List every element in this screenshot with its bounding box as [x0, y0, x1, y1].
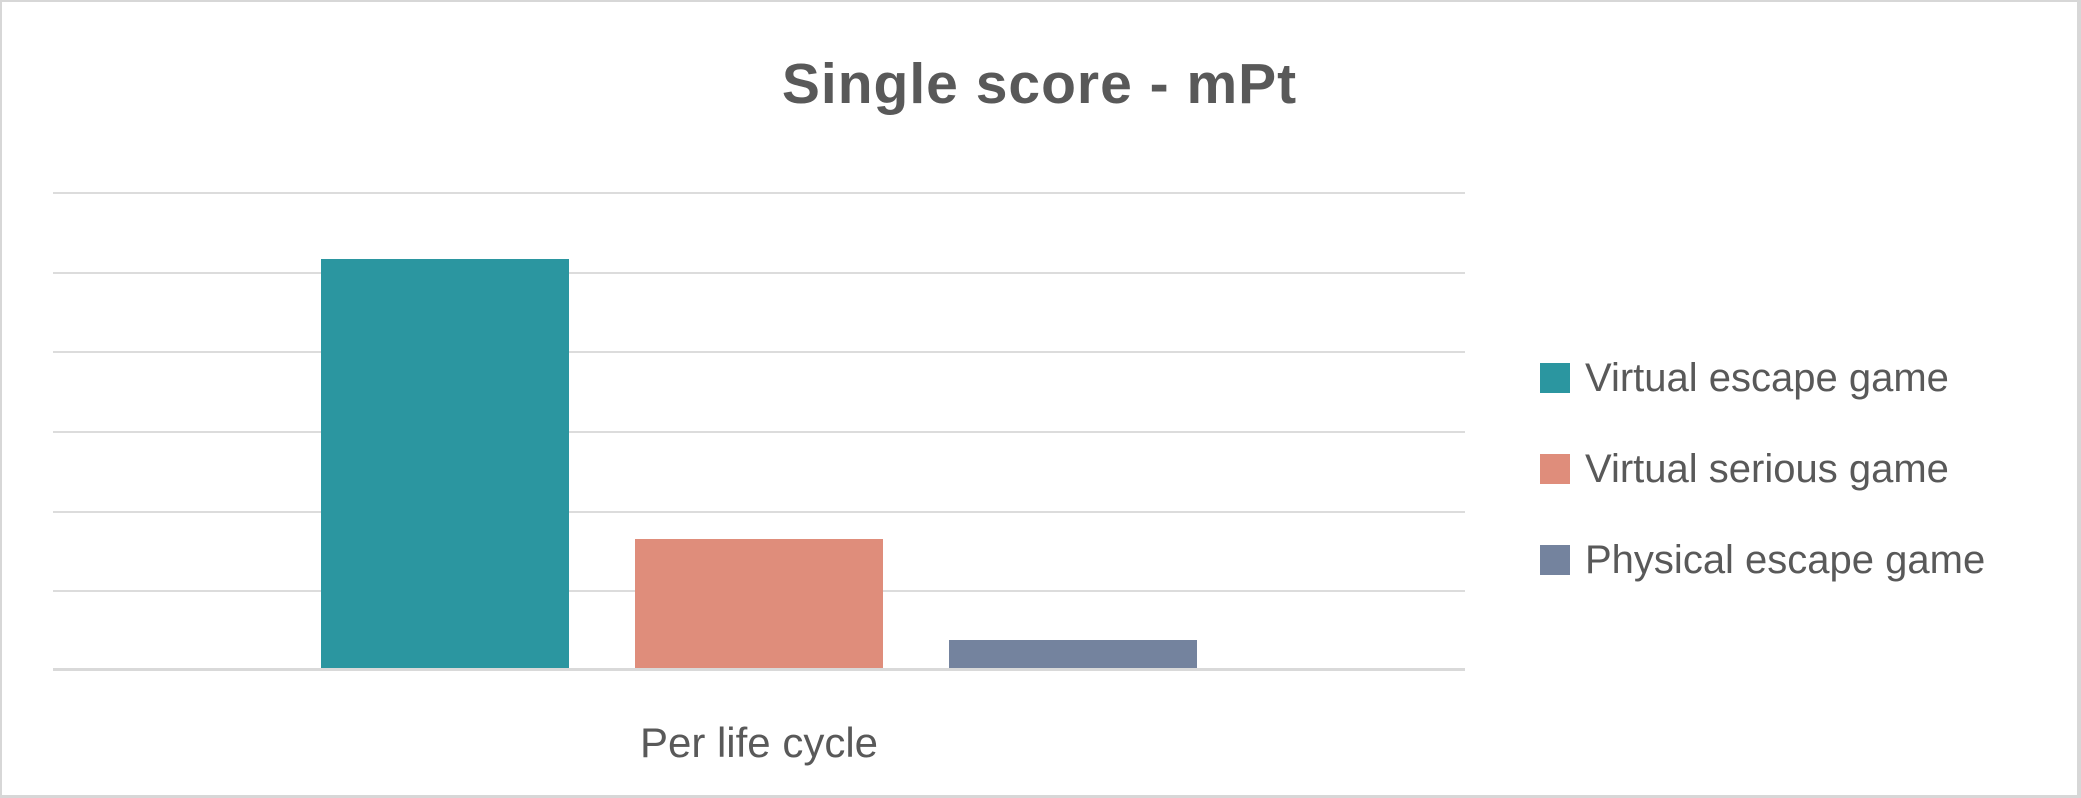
legend-label: Virtual serious game — [1585, 447, 1949, 491]
bar-virtual-serious-game — [635, 538, 883, 668]
x-axis-line — [53, 668, 1465, 671]
category-label: Per life cycle — [639, 719, 879, 766]
legend: Virtual escape game Virtual serious game… — [1540, 354, 1985, 584]
legend-item-virtual-serious-game: Virtual serious game — [1540, 445, 1985, 493]
plot-area — [53, 192, 1465, 671]
gridline — [53, 351, 1465, 354]
bar-physical-escape-game — [949, 639, 1197, 668]
chart-title: Single score - mPt — [781, 52, 1298, 116]
legend-swatch-icon — [1540, 454, 1570, 484]
legend-label: Physical escape game — [1585, 538, 1986, 582]
legend-item-virtual-escape-game: Virtual escape game — [1540, 354, 1985, 402]
legend-swatch-icon — [1540, 363, 1570, 393]
bar-group — [53, 193, 1465, 668]
legend-label: Virtual escape game — [1585, 356, 1949, 400]
bar-virtual-escape-game — [321, 258, 569, 668]
gridline — [53, 431, 1465, 433]
gridline — [53, 510, 1465, 513]
legend-item-physical-escape-game: Physical escape game — [1540, 536, 1985, 584]
legend-swatch-icon — [1540, 545, 1570, 575]
gridline — [53, 271, 1465, 274]
gridline — [53, 192, 1465, 194]
